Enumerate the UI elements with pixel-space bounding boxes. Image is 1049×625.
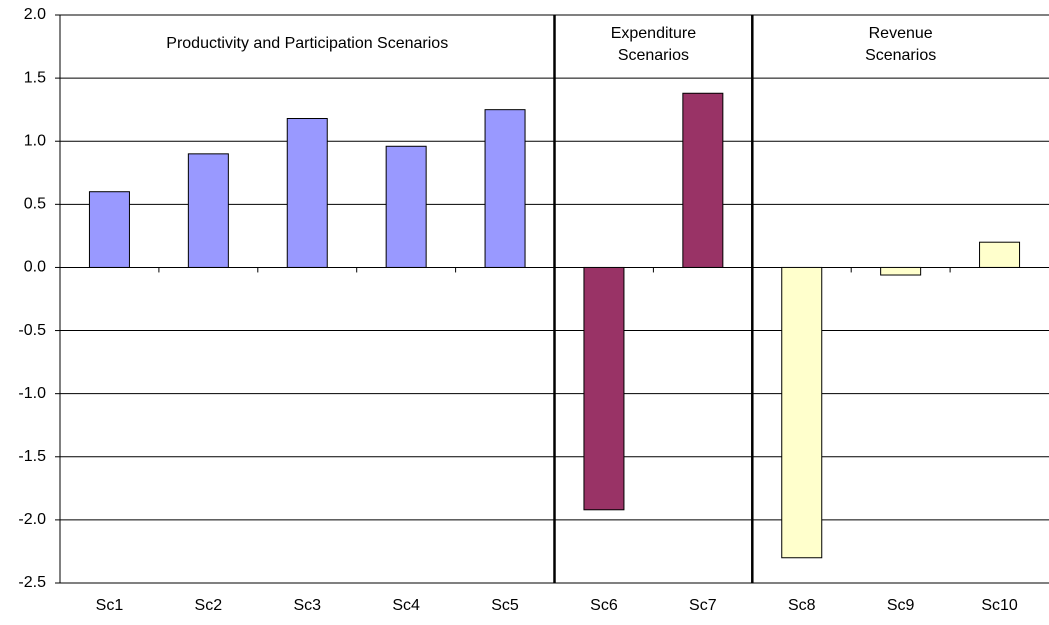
y-tick-label: 1.5 [24,69,46,86]
x-tick-label: Sc4 [392,597,420,614]
group-label: Scenarios [865,47,936,64]
y-tick-label: 0.0 [24,259,46,276]
bar [88,191,130,268]
group-label: Productivity and Participation Scenarios [166,35,448,52]
bar [385,145,427,268]
y-tick-label: -1.5 [18,448,46,465]
bar [286,118,328,268]
x-tick-label: Sc9 [887,597,915,614]
y-tick-label: -2.5 [18,574,46,591]
y-tick-label: -1.0 [18,385,46,402]
y-tick-label: 0.5 [24,196,46,213]
bar [187,153,229,268]
x-tick-label: Sc1 [96,597,124,614]
x-tick-label: Sc5 [491,597,519,614]
y-tick-label: 1.0 [24,132,46,149]
bar [880,266,922,276]
group-label: Revenue [869,25,933,42]
bar [583,266,625,511]
bar [979,241,1021,268]
y-tick-label: -2.0 [18,511,46,528]
bar [781,266,823,559]
x-tick-label: Sc8 [788,597,816,614]
x-tick-label: Sc6 [590,597,618,614]
y-tick-label: 2.0 [24,6,46,23]
x-tick-label: Sc7 [689,597,717,614]
bar [682,92,724,268]
group-label: Expenditure [611,25,696,42]
x-tick-label: Sc3 [293,597,321,614]
x-tick-label: Sc10 [981,597,1018,614]
group-label: Scenarios [618,47,689,64]
y-tick-label: -0.5 [18,322,46,339]
bar [484,109,526,268]
x-tick-label: Sc2 [195,597,223,614]
